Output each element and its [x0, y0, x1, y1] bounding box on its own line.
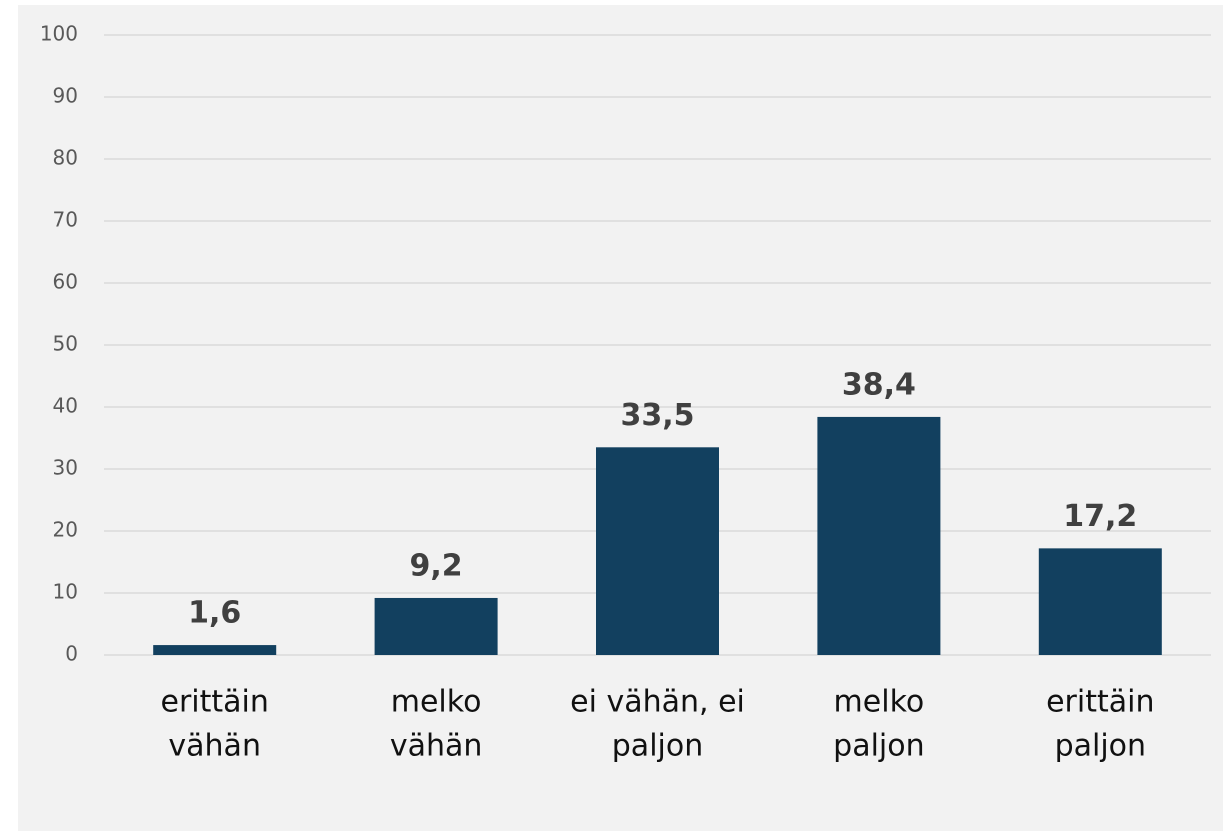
y-tick-label: 40	[53, 394, 78, 418]
y-tick-label: 60	[53, 270, 78, 294]
data-label: 17,2	[1063, 499, 1137, 534]
y-tick-label: 30	[53, 456, 78, 480]
bar	[374, 597, 498, 655]
x-tick-label: paljon	[1055, 729, 1146, 764]
x-tick-label: melko	[834, 685, 925, 720]
x-tick-label: paljon	[833, 729, 924, 764]
data-label: 9,2	[410, 548, 463, 583]
x-tick-label: vähän	[168, 729, 261, 764]
y-tick-label: 90	[53, 84, 78, 108]
data-label: 1,6	[188, 596, 241, 631]
x-tick-label: ei vähän, ei	[570, 685, 745, 720]
x-tick-label: melko	[391, 685, 482, 720]
chart-background	[18, 5, 1223, 831]
x-tick-label: vähän	[390, 729, 483, 764]
bar	[153, 645, 277, 655]
x-tick-label: erittäin	[1046, 685, 1154, 720]
bar	[817, 416, 941, 655]
data-label: 33,5	[620, 398, 694, 433]
y-tick-label: 50	[53, 332, 78, 356]
data-label: 38,4	[842, 367, 916, 402]
x-tick-label: paljon	[612, 729, 703, 764]
y-tick-label: 20	[53, 518, 78, 542]
x-tick-label: erittäin	[161, 685, 269, 720]
y-tick-label: 80	[53, 146, 78, 170]
bar	[596, 447, 719, 655]
y-tick-label: 70	[53, 208, 78, 232]
bar	[1038, 548, 1162, 655]
y-tick-label: 0	[65, 642, 78, 666]
y-tick-label: 10	[53, 580, 78, 604]
y-tick-label: 100	[40, 22, 78, 46]
